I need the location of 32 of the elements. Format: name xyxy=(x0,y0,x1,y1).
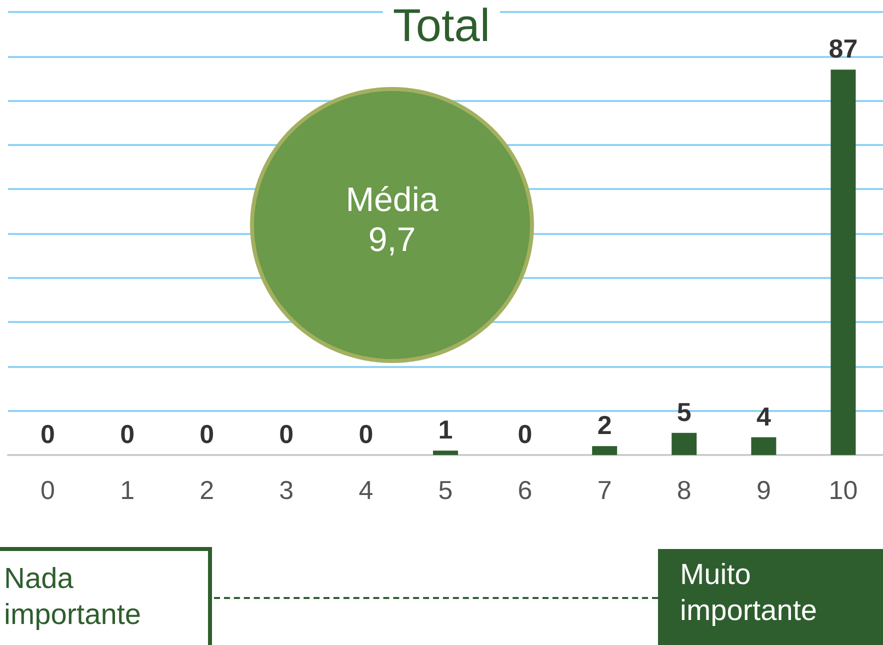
x-tick-label: 8 xyxy=(676,475,692,505)
annotation: Média 9,7 xyxy=(344,180,440,260)
bar xyxy=(830,70,856,455)
x-tick-label: 7 xyxy=(597,475,612,505)
data-label: 0 xyxy=(200,419,214,449)
data-label: 2 xyxy=(597,410,612,440)
data-label: 0 xyxy=(120,419,135,449)
x-tick-label: 2 xyxy=(200,475,214,505)
bar xyxy=(433,450,458,455)
x-tick-label: 5 xyxy=(438,475,453,505)
circle-badge: Média 9,7 xyxy=(250,87,534,363)
chart-title: Total xyxy=(392,0,490,51)
x-tick-label: 1 xyxy=(120,475,135,505)
data-label: 0 xyxy=(518,419,532,449)
data-label: 87 xyxy=(828,34,858,64)
label-box: Nada importante xyxy=(0,547,212,645)
x-tick-label: 9 xyxy=(756,475,771,505)
x-tick-label: 3 xyxy=(279,475,294,505)
x-tick-label: 6 xyxy=(518,475,532,505)
data-label: 4 xyxy=(756,401,772,432)
x-tick-label: 4 xyxy=(358,475,374,505)
bar xyxy=(592,446,618,455)
data-label: 0 xyxy=(358,419,374,449)
label-box: Muito importante xyxy=(658,549,883,645)
bar xyxy=(751,437,776,455)
data-label: 5 xyxy=(676,396,692,427)
x-tick-label: 10 xyxy=(828,475,858,505)
x-tick-label: 0 xyxy=(40,475,56,505)
data-label: 1 xyxy=(438,414,453,445)
data-label: 0 xyxy=(40,419,56,449)
bar xyxy=(672,432,697,455)
data-label: 0 xyxy=(279,419,294,449)
